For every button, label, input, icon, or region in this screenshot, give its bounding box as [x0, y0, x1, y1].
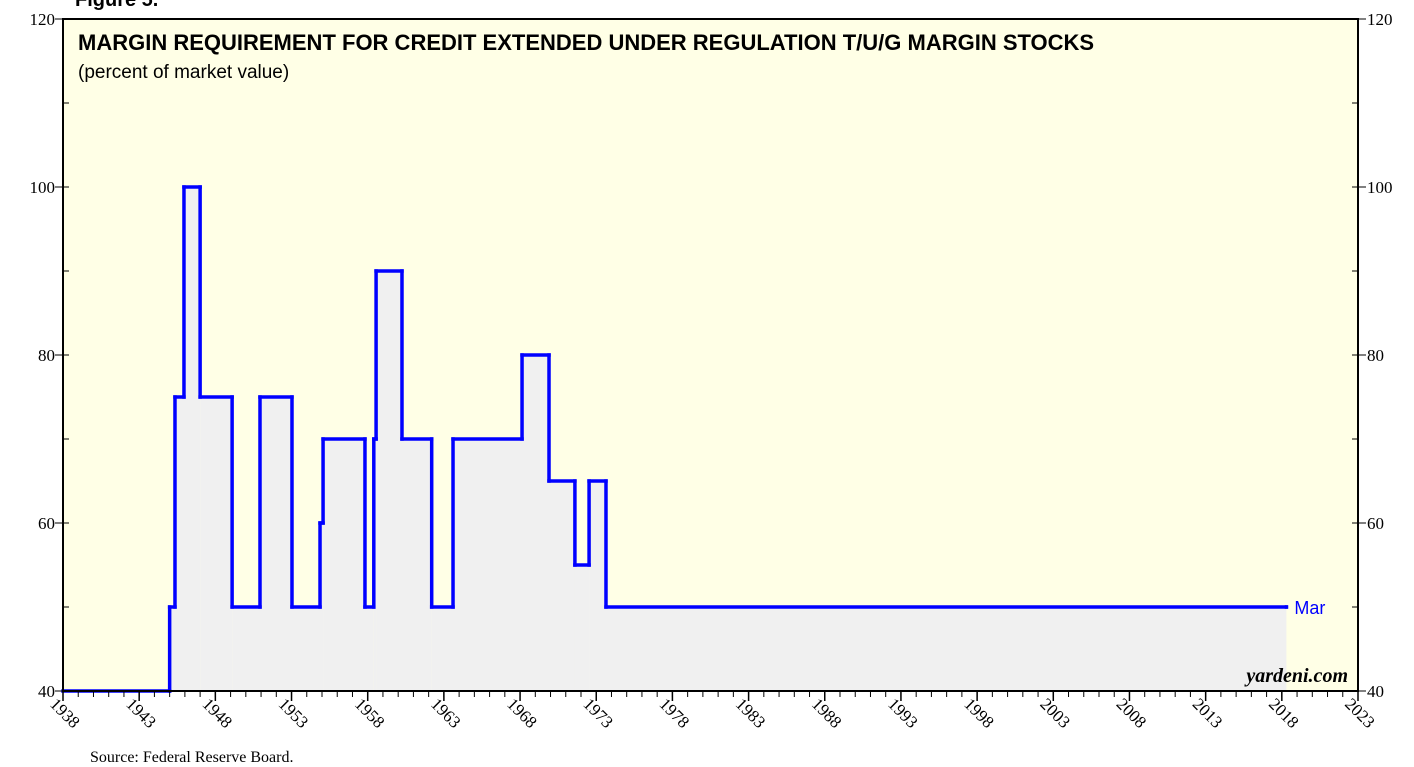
- y2-tick-label: 80: [1367, 346, 1384, 365]
- x-tick-label: 1953: [275, 694, 312, 731]
- area-fill: [232, 607, 260, 691]
- y-tick-label: 80: [38, 346, 55, 365]
- area-fill: [183, 187, 201, 691]
- x-tick-label: 1948: [199, 694, 236, 731]
- x-tick-label: 1963: [427, 694, 464, 731]
- area-fill: [291, 607, 321, 691]
- x-tick-label: 1958: [351, 694, 388, 731]
- area-fill: [549, 481, 575, 691]
- x-tick-label: 1993: [884, 694, 921, 731]
- area-fill: [522, 355, 550, 691]
- x-tick-label: 2008: [1113, 694, 1150, 731]
- x-tick-label: 1978: [656, 694, 693, 731]
- area-fill: [453, 439, 523, 691]
- figure-label: Figure 5.: [75, 0, 158, 11]
- y2-tick-label: 60: [1367, 514, 1384, 533]
- area-fill: [200, 397, 233, 691]
- y-tick-label: 40: [38, 682, 55, 701]
- end-label: Mar: [1294, 598, 1325, 618]
- area-fill: [431, 607, 454, 691]
- x-tick-label: 1943: [122, 694, 159, 731]
- chart-subtitle: (percent of market value): [78, 62, 289, 83]
- y-tick-label: 100: [30, 178, 56, 197]
- area-fill: [259, 397, 292, 691]
- area-fill: [574, 565, 590, 691]
- area-fill: [364, 607, 374, 691]
- x-tick-label: 2003: [1036, 694, 1073, 731]
- area-fill: [401, 439, 432, 691]
- y2-tick-label: 120: [1367, 10, 1393, 29]
- chart-title: MARGIN REQUIREMENT FOR CREDIT EXTENDED U…: [78, 30, 1094, 55]
- area-fill: [376, 271, 402, 691]
- y2-tick-label: 100: [1367, 178, 1393, 197]
- area-fill: [174, 397, 184, 691]
- area-fill: [589, 481, 606, 691]
- y-tick-label: 120: [30, 10, 56, 29]
- area-fill: [323, 439, 365, 691]
- area-fill: [605, 607, 1287, 691]
- x-tick-label: 1988: [808, 694, 845, 731]
- x-tick-label: 1998: [960, 694, 997, 731]
- y-tick-label: 60: [38, 514, 55, 533]
- y2-tick-label: 40: [1367, 682, 1384, 701]
- x-tick-label: 2018: [1265, 694, 1302, 731]
- x-tick-label: 1973: [579, 694, 616, 731]
- source: Source: Federal Reserve Board.: [90, 749, 293, 766]
- watermark: yardeni.com: [1244, 665, 1348, 687]
- area-fill: [169, 607, 175, 691]
- plot-background: [63, 19, 1358, 691]
- x-tick-label: 1983: [732, 694, 769, 731]
- x-tick-label: 2013: [1189, 694, 1226, 731]
- x-tick-label: 1968: [503, 694, 540, 731]
